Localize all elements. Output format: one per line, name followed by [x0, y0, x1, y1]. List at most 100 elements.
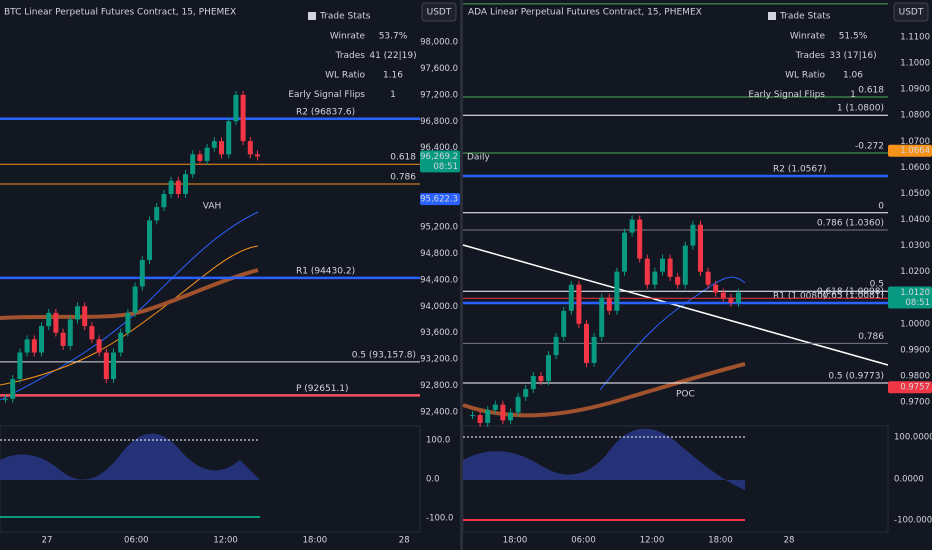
candle	[75, 306, 80, 320]
candle	[698, 224, 703, 272]
stats-key: Trades	[795, 51, 826, 61]
ma-line	[0, 245, 259, 386]
currency: USDT	[899, 8, 924, 18]
stats-key: WL Ratio	[325, 71, 365, 81]
annotation: Daily	[467, 153, 490, 163]
candle	[682, 245, 688, 285]
y-tick-label: 0.9800	[900, 371, 930, 381]
level-label: 1 (1.0800)	[837, 104, 884, 114]
annotation: POC	[676, 390, 695, 400]
level-label: 0.786	[390, 173, 416, 183]
y-tick-label: 1.0800	[900, 111, 930, 121]
candle	[705, 271, 711, 285]
price-tag-time: 08:51	[906, 298, 931, 308]
candle	[720, 292, 726, 298]
y-tick-label: 1.0400	[900, 215, 930, 225]
candle	[190, 154, 196, 175]
stats-key: Trades	[335, 51, 366, 61]
candle	[183, 174, 188, 194]
x-tick-label: 18:00	[503, 536, 528, 546]
stats-checkbox	[308, 12, 316, 20]
level-label: 0	[878, 201, 884, 211]
stats-checkbox	[768, 12, 776, 20]
level-label: 0.5 (93,157.8)	[352, 350, 416, 360]
level-label: -0.272	[855, 142, 884, 152]
x-tick-label: 06:00	[571, 536, 596, 546]
candle	[660, 258, 665, 272]
candle	[204, 147, 210, 161]
candle	[629, 219, 635, 233]
candle	[60, 332, 66, 346]
candle	[247, 141, 253, 155]
candle	[667, 258, 673, 277]
y-tick-label: 92,400.0	[420, 407, 458, 417]
price-tag	[888, 286, 932, 309]
x-tick-label: 18:00	[303, 536, 328, 546]
level-label: R1 (94430.2)	[296, 266, 355, 276]
price-tag-time: 08:51	[434, 162, 459, 172]
y-tick-label: 97,200.0	[420, 90, 458, 100]
candle	[591, 336, 597, 363]
stats-title: Trade Stats	[319, 12, 371, 22]
candle	[637, 219, 643, 259]
currency: USDT	[427, 8, 452, 18]
candle	[652, 271, 658, 285]
candle	[599, 297, 605, 337]
osc-tick-label: -100.0000	[894, 516, 932, 526]
oscillator-area	[463, 428, 745, 490]
x-tick-label: 28	[784, 536, 795, 546]
candle	[31, 339, 37, 353]
price-tag	[888, 381, 932, 394]
level-label: 0.618 (1.0098)	[817, 287, 884, 297]
y-tick-label: 1.0500	[900, 189, 930, 199]
stats-key: WL Ratio	[785, 71, 825, 81]
candle	[240, 94, 246, 142]
x-tick-label: 18:00	[708, 536, 733, 546]
candle	[39, 326, 44, 353]
divider	[460, 0, 463, 550]
candle	[125, 312, 131, 333]
candle	[675, 276, 681, 285]
stats-key: Early Signal Flips	[288, 90, 365, 100]
candle	[728, 297, 734, 303]
candle	[46, 312, 52, 327]
osc-tick-label: 100.0	[426, 436, 450, 446]
stats-value: 33 (17|16)	[829, 51, 876, 61]
y-tick-label: 94,000.0	[420, 302, 458, 312]
currency-button	[893, 2, 929, 22]
y-tick-label: 96,800.0	[420, 117, 458, 127]
stats-value: 1	[390, 90, 396, 100]
candle	[546, 355, 551, 382]
price-tag	[888, 144, 932, 157]
x-tick-label: 28	[399, 536, 410, 546]
y-tick-label: 1.0200	[900, 267, 930, 277]
candle	[147, 220, 152, 261]
level-label: 0.618	[390, 153, 416, 163]
x-tick-label: 06:00	[124, 536, 149, 546]
osc-tick-label: 0.0000	[894, 475, 924, 485]
chart-title: ADA Linear Perpetual Futures Contract, 1…	[468, 8, 702, 18]
price-tag-label: 1.0664	[900, 146, 930, 156]
candle	[553, 336, 559, 356]
candle	[523, 389, 529, 397]
stats-value: 1	[850, 90, 856, 100]
level-label: 0.65 (1.0081)	[823, 291, 884, 301]
y-tick-label: 1.0700	[900, 137, 930, 147]
level-label: -0.272	[855, 0, 884, 2]
candle	[168, 180, 174, 194]
currency-button	[421, 2, 457, 22]
candle	[508, 412, 513, 421]
level-label: R2 (1.0567)	[773, 164, 826, 174]
candle	[736, 292, 741, 303]
candle	[538, 375, 544, 382]
level-label: 0.786 (1.0360)	[817, 218, 884, 228]
price-tag-label: 96,269.2	[420, 152, 458, 162]
y-tick-label: 1.1100	[900, 33, 930, 43]
stats-value: 41 (22|19)	[369, 51, 416, 61]
ma-line	[0, 268, 259, 320]
price-tag-label: 95,622.3	[420, 195, 458, 205]
y-tick-label: 0.9700	[900, 398, 930, 408]
y-tick-label: 93,200.0	[420, 355, 458, 365]
candle	[515, 396, 521, 413]
